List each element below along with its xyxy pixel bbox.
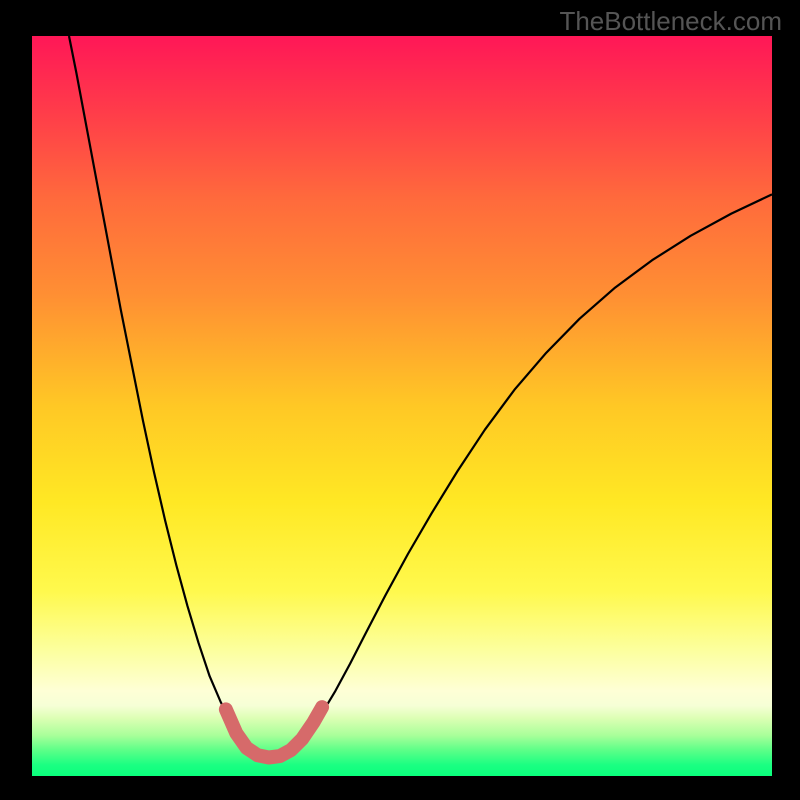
watermark-text: TheBottleneck.com <box>559 6 782 37</box>
curve-layer <box>32 36 772 776</box>
valley-highlight <box>226 707 322 757</box>
figure-outer: TheBottleneck.com <box>0 0 800 800</box>
plot-area <box>32 36 772 776</box>
bottleneck-curve <box>69 36 772 758</box>
